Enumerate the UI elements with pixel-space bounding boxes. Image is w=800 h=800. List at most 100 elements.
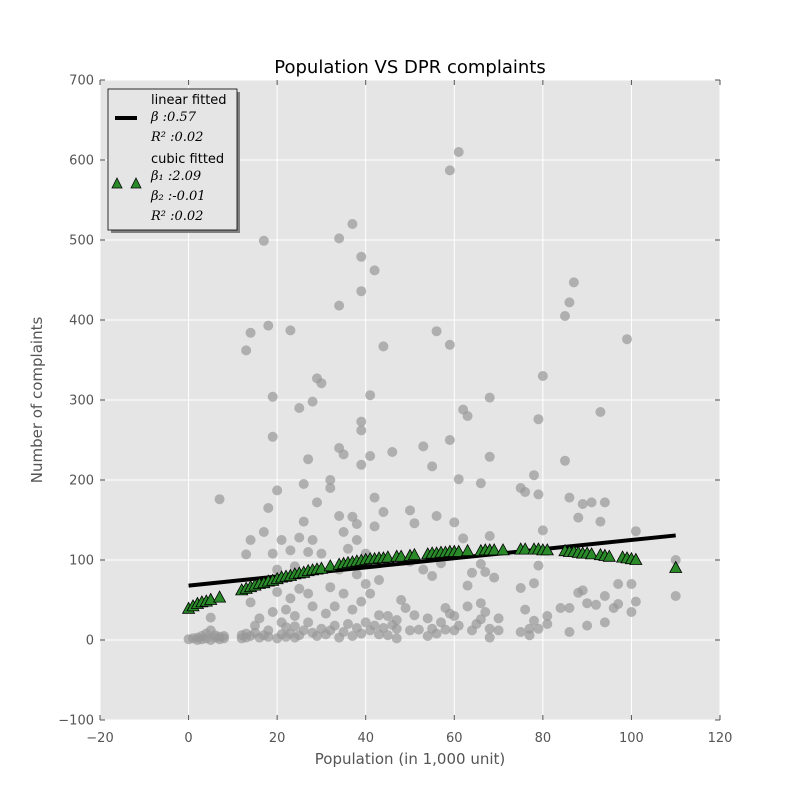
data-point: [599, 591, 610, 601]
data-point: [334, 511, 345, 521]
data-point: [343, 543, 353, 554]
data-point: [444, 165, 455, 176]
data-point: [320, 608, 331, 619]
data-point: [263, 503, 274, 513]
data-point: [440, 624, 451, 635]
x-tick-label: 40: [357, 731, 374, 746]
data-point: [577, 499, 588, 509]
data-point: [670, 555, 681, 565]
data-point: [303, 454, 314, 465]
x-tick-label: 80: [535, 731, 552, 746]
data-point: [537, 525, 548, 536]
x-tick-label: −20: [86, 731, 113, 746]
scatter-points: [183, 147, 681, 645]
data-point: [391, 615, 402, 625]
data-point: [369, 521, 380, 532]
data-point: [520, 604, 531, 615]
data-point: [316, 378, 327, 389]
legend-box: [107, 88, 238, 231]
data-point: [267, 607, 278, 617]
data-point: [369, 620, 380, 631]
data-point: [294, 532, 305, 543]
data-point: [351, 519, 362, 529]
legend-linear-beta: β :0.57: [150, 110, 197, 125]
data-point: [484, 623, 495, 634]
data-point: [245, 535, 256, 545]
data-point: [444, 435, 455, 445]
data-point: [356, 459, 367, 470]
data-point: [245, 327, 256, 338]
data-point: [365, 451, 376, 461]
data-point: [356, 286, 367, 297]
data-point: [462, 601, 473, 612]
data-point: [285, 545, 296, 556]
legend-cubic-swatch-1: [111, 177, 123, 189]
data-point: [413, 624, 424, 635]
data-point: [356, 416, 367, 427]
cubic-fit-marker: [584, 547, 599, 560]
cubic-fit-marker: [407, 547, 422, 561]
data-point: [378, 623, 389, 633]
data-point: [254, 613, 265, 624]
y-tick-label: 600: [69, 154, 94, 169]
data-point: [595, 516, 606, 527]
legend-cubic-label: cubic fitted: [151, 152, 224, 167]
data-point: [334, 233, 345, 244]
data-point: [378, 341, 389, 352]
data-point: [564, 603, 575, 613]
data-point: [267, 431, 278, 442]
data-point: [462, 411, 473, 421]
data-point: [343, 619, 353, 629]
data-point: [241, 549, 252, 560]
cubic-fit-marker: [460, 543, 475, 557]
data-point: [449, 611, 460, 621]
data-point: [568, 277, 579, 288]
data-point: [356, 425, 367, 436]
data-point: [533, 489, 544, 500]
data-point: [529, 615, 539, 626]
data-point: [382, 630, 393, 641]
legend-cubic-beta2: β₂ :-0.01: [150, 189, 206, 204]
data-point: [560, 311, 570, 321]
data-point: [533, 414, 544, 425]
data-point: [369, 265, 380, 276]
data-point: [303, 588, 314, 599]
data-point: [555, 603, 566, 613]
data-point: [312, 497, 322, 508]
data-point: [303, 617, 314, 628]
data-point: [533, 560, 544, 571]
data-point: [365, 588, 376, 599]
data-point: [462, 580, 473, 591]
data-point: [360, 579, 371, 589]
data-point: [325, 483, 336, 493]
data-point: [591, 599, 601, 610]
data-point: [458, 533, 469, 544]
cubic-fit-marker: [212, 590, 227, 603]
data-point: [374, 575, 384, 585]
data-point: [670, 591, 681, 601]
legend: linear fitted β :0.57 R² :0.02 cubic fit…: [107, 88, 240, 233]
data-point: [524, 623, 535, 634]
data-point: [613, 599, 624, 609]
data-point: [582, 598, 593, 609]
cubic-fit-marker: [540, 543, 554, 556]
data-point: [422, 631, 433, 641]
data-point: [351, 535, 362, 545]
cubic-fit-marker: [452, 544, 466, 557]
x-tick-label: 100: [619, 731, 644, 746]
data-point: [436, 617, 446, 628]
data-point: [577, 585, 588, 596]
data-point: [422, 613, 433, 624]
data-point: [484, 632, 495, 643]
data-point: [289, 611, 300, 621]
data-point: [560, 455, 570, 466]
data-point: [475, 598, 486, 609]
cubic-fit-marker: [496, 543, 510, 556]
legend-cubic-beta1: β₁ :2.09: [150, 169, 201, 184]
data-point: [267, 391, 278, 402]
data-point: [537, 371, 548, 381]
data-point: [382, 611, 393, 621]
data-point: [294, 583, 305, 594]
data-point: [329, 601, 340, 612]
